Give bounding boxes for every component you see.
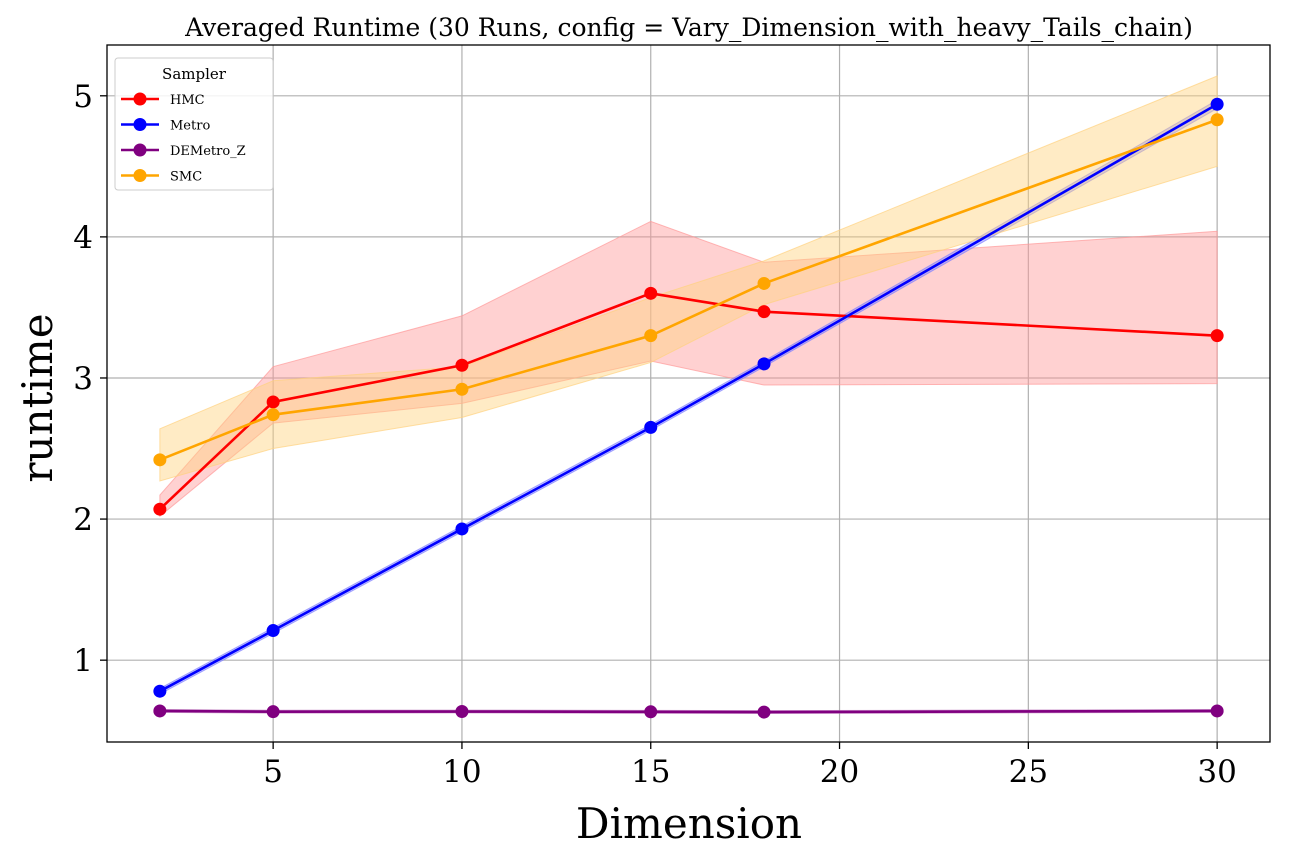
- point-hmc: [266, 395, 280, 409]
- x-axis-label: Dimension: [576, 799, 802, 848]
- legend-marker-demetro-z: [133, 143, 147, 157]
- point-metro: [644, 420, 658, 434]
- x-tick-label: 10: [442, 754, 481, 790]
- legend-marker-metro: [133, 118, 147, 131]
- x-tick-label: 15: [631, 754, 670, 790]
- y-axis-ticks: 1 2 3 4 5: [73, 79, 107, 679]
- legend-label-demetro-z: DEMetro_Z: [170, 144, 246, 159]
- point-smc: [1210, 113, 1224, 127]
- point-hmc: [644, 286, 658, 300]
- legend-marker-hmc: [133, 92, 147, 106]
- y-tick-label: 2: [73, 502, 93, 538]
- line-metro: [159, 103, 1218, 693]
- point-smc: [644, 329, 658, 343]
- line-hmc: [158, 291, 1218, 511]
- series-lines: [158, 103, 1218, 714]
- y-tick-label: 3: [73, 361, 93, 397]
- point-smc: [153, 453, 167, 467]
- point-hmc: [757, 305, 771, 319]
- point-hmc: [1210, 329, 1224, 343]
- legend-box: [114, 57, 274, 191]
- y-axis-label: runtime: [13, 313, 62, 482]
- point-metro: [757, 357, 771, 371]
- legend-label-hmc: HMC: [170, 93, 205, 108]
- point-smc: [455, 382, 469, 396]
- line-smc: [159, 118, 1218, 462]
- point-demetro-z: [757, 705, 771, 719]
- y-tick-label: 1: [73, 643, 93, 679]
- point-demetro-z: [1210, 704, 1224, 718]
- y-tick-label: 5: [73, 79, 93, 115]
- point-metro: [455, 522, 469, 536]
- point-hmc: [153, 502, 167, 516]
- legend-title: Sampler: [162, 65, 227, 83]
- point-hmc: [455, 358, 469, 372]
- legend-label-metro: Metro: [170, 119, 210, 134]
- plot-frame: [106, 44, 1271, 743]
- x-tick-label: 30: [1197, 754, 1236, 790]
- point-demetro-z: [153, 704, 167, 718]
- confidence-bands: [159, 75, 1218, 714]
- point-smc: [757, 276, 771, 290]
- x-axis-ticks: 5 10 15 20 25 30: [263, 742, 1237, 790]
- x-tick-label: 20: [820, 754, 859, 790]
- point-demetro-z: [266, 705, 280, 719]
- chart-title: Averaged Runtime (30 Runs, config = Vary…: [184, 13, 1193, 42]
- series-points: [153, 97, 1224, 719]
- point-metro: [266, 624, 280, 638]
- x-tick-label: 25: [1009, 754, 1048, 790]
- point-smc: [266, 408, 280, 422]
- legend: Sampler HMC Metro DEMetro_Z SMC: [114, 57, 274, 191]
- point-demetro-z: [455, 705, 469, 719]
- point-metro: [1210, 97, 1224, 111]
- x-tick-label: 5: [263, 754, 283, 790]
- legend-marker-smc: [133, 169, 147, 182]
- point-demetro-z: [644, 705, 658, 719]
- point-metro: [153, 684, 167, 698]
- y-tick-label: 4: [73, 220, 93, 256]
- line-demetro-z: [159, 709, 1218, 714]
- legend-label-smc: SMC: [170, 170, 202, 185]
- band-hmc: [159, 220, 1218, 518]
